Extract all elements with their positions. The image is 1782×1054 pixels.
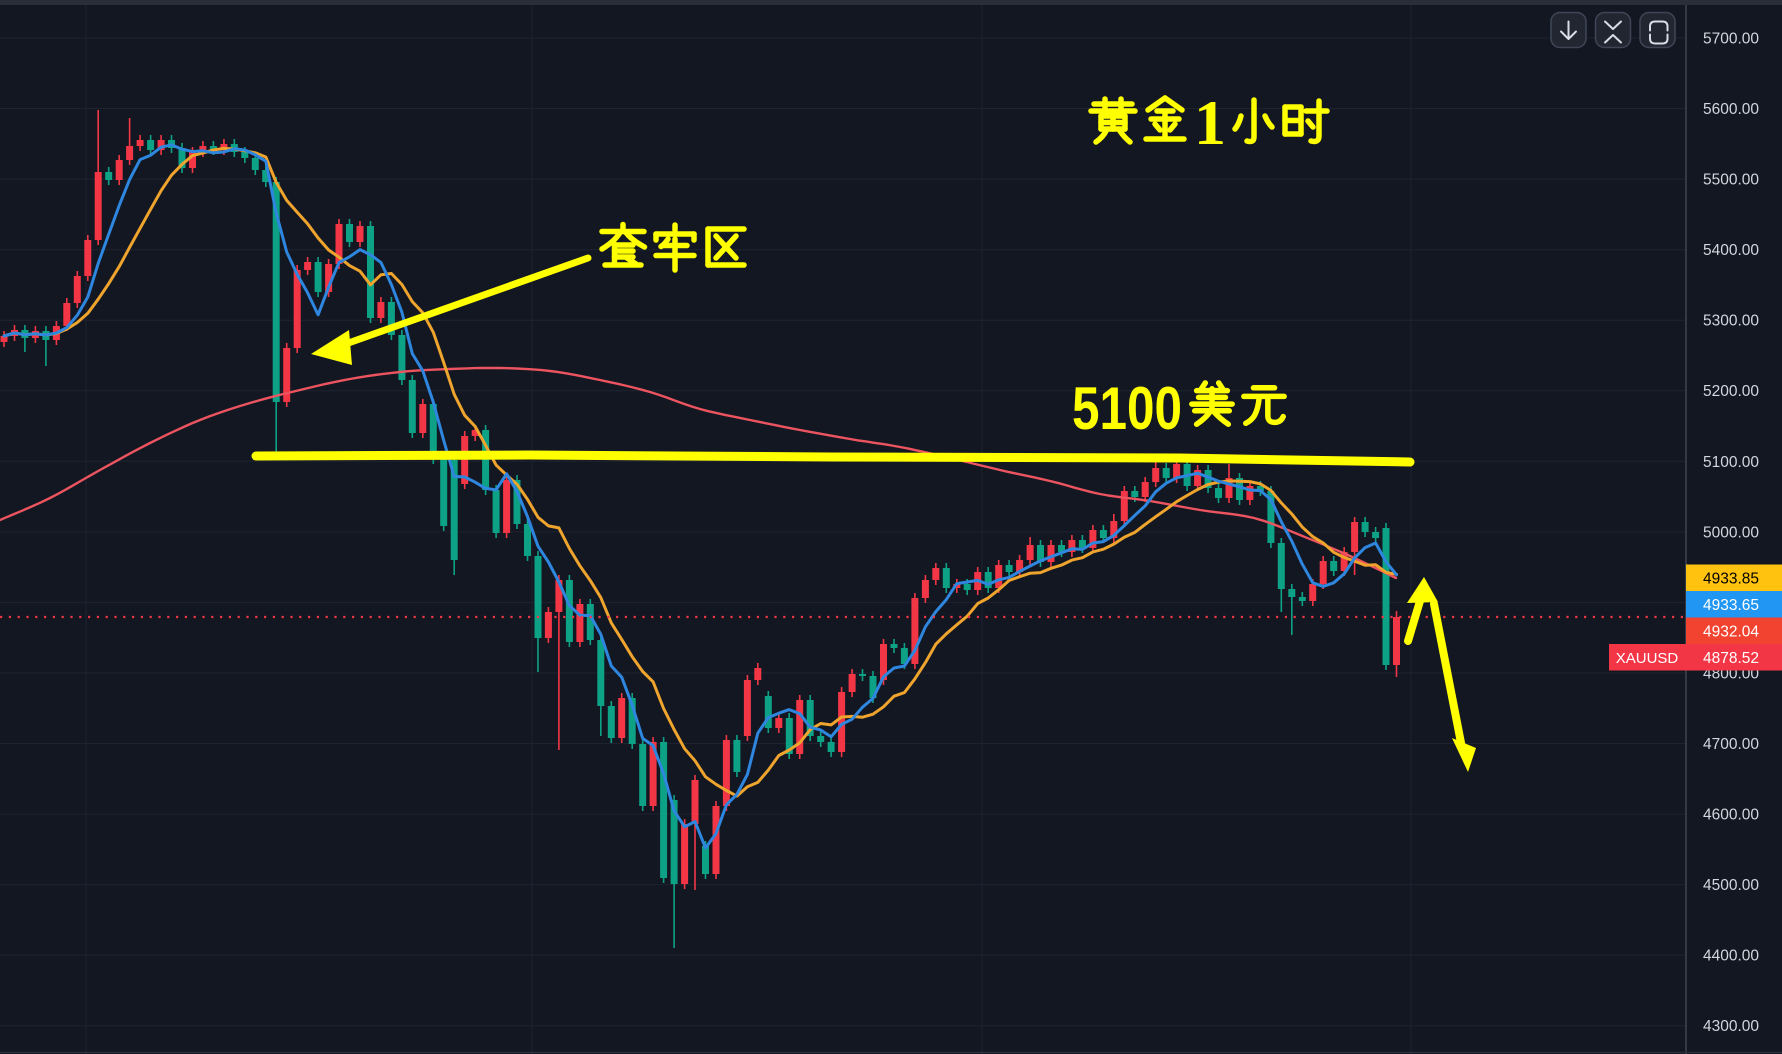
svg-text:4933.65: 4933.65	[1703, 597, 1759, 614]
svg-text:4700.00: 4700.00	[1703, 736, 1759, 753]
svg-text:5600.00: 5600.00	[1703, 101, 1759, 118]
svg-text:5200.00: 5200.00	[1703, 383, 1759, 400]
svg-text:5700.00: 5700.00	[1703, 31, 1759, 48]
svg-text:5000.00: 5000.00	[1703, 524, 1759, 541]
svg-text:5400.00: 5400.00	[1703, 242, 1759, 259]
svg-text:XAUUSD: XAUUSD	[1616, 650, 1679, 667]
svg-text:4400.00: 4400.00	[1703, 948, 1759, 965]
svg-text:5500.00: 5500.00	[1703, 172, 1759, 189]
svg-text:4933.85: 4933.85	[1703, 571, 1759, 588]
svg-text:5100: 5100	[1072, 375, 1182, 442]
svg-text:4500.00: 4500.00	[1703, 877, 1759, 894]
svg-text:4878.52: 4878.52	[1703, 650, 1759, 667]
svg-text:5300.00: 5300.00	[1703, 313, 1759, 330]
svg-text:5100.00: 5100.00	[1703, 454, 1759, 471]
svg-text:1: 1	[1194, 87, 1226, 158]
svg-text:4300.00: 4300.00	[1703, 1018, 1759, 1035]
svg-text:4600.00: 4600.00	[1703, 807, 1759, 824]
svg-text:4932.04: 4932.04	[1703, 624, 1759, 641]
